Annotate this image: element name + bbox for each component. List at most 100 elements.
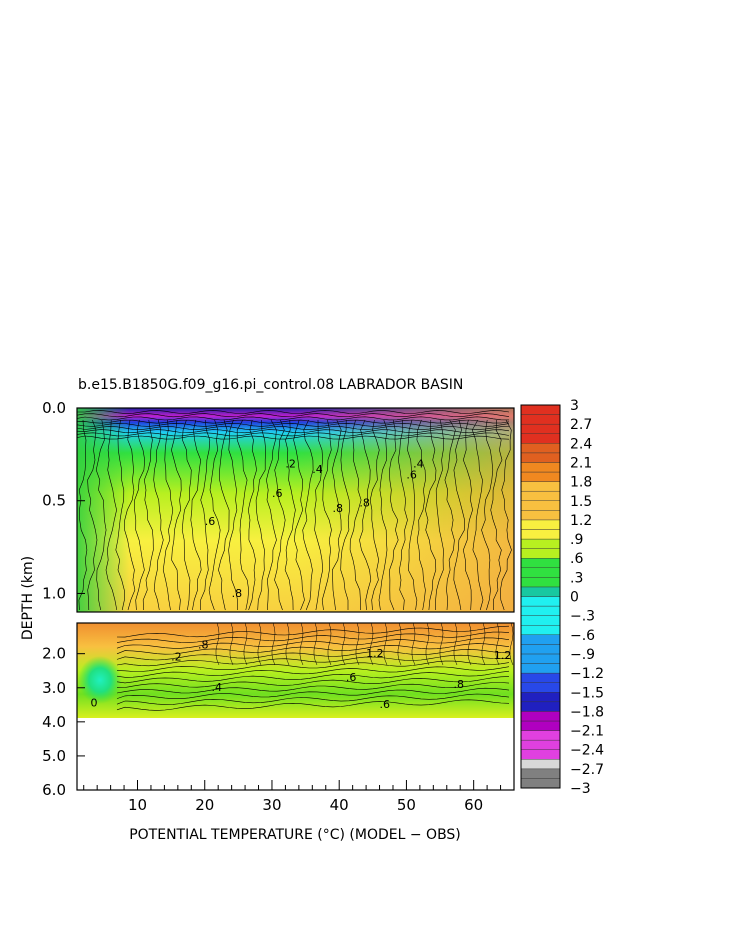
colorbar-label: 0 xyxy=(570,590,579,606)
contour-line xyxy=(444,419,456,611)
contour-line xyxy=(116,693,510,705)
contour-line xyxy=(274,419,286,611)
contour-line xyxy=(116,625,510,638)
contour-line xyxy=(229,622,234,666)
colorbar-band xyxy=(520,711,561,722)
contour-line xyxy=(116,643,510,655)
y-tick-label: 2.0 xyxy=(42,645,66,663)
contour-line xyxy=(105,419,118,611)
chart-title: b.e15.B1850G.f09_g16.pi_control.08 LABRA… xyxy=(78,377,463,393)
contour-label: .8 xyxy=(198,639,209,652)
colorbar-label: −.6 xyxy=(570,628,595,644)
contour-label: .2 xyxy=(171,650,182,663)
contour-line xyxy=(453,419,465,611)
colorbar-band xyxy=(520,558,561,568)
contour-line xyxy=(327,622,332,666)
contour-line xyxy=(285,622,290,666)
contour-line xyxy=(435,419,444,611)
colorbar-label: −1.8 xyxy=(570,704,604,720)
contour-line xyxy=(116,666,510,678)
upper-contours xyxy=(76,410,512,611)
colorbar-band xyxy=(520,567,561,578)
contour-line xyxy=(462,419,473,611)
contour-label: 1.2 xyxy=(494,649,512,662)
colorbar-frame xyxy=(520,404,561,789)
contour-line xyxy=(467,622,472,666)
contour-line xyxy=(181,419,192,611)
colorbar-band xyxy=(520,605,561,616)
colorbar-label: 1.2 xyxy=(570,513,592,529)
colorbar-band xyxy=(520,443,561,454)
colorbar-band xyxy=(520,510,561,521)
lower-panel xyxy=(76,622,515,791)
contour-line xyxy=(271,622,276,666)
upper-panel-frame xyxy=(76,407,515,613)
contour-line xyxy=(116,687,510,699)
colorbar-label: 2.1 xyxy=(570,455,592,471)
x-tick-label: 30 xyxy=(262,796,281,814)
contour-line xyxy=(190,419,202,611)
contour-line xyxy=(218,419,230,611)
contour-line xyxy=(116,649,510,661)
contour-line xyxy=(299,622,304,666)
colorbar-label: 3 xyxy=(570,398,579,414)
colorbar-band xyxy=(520,768,561,779)
colorbar-band xyxy=(520,500,561,511)
colorbar-band xyxy=(520,414,561,425)
contour-label: .6 xyxy=(346,671,357,684)
contour-line xyxy=(171,419,182,611)
y-tick-label: 6.0 xyxy=(42,781,66,799)
colorbar-band xyxy=(520,433,561,444)
contour-line xyxy=(439,622,444,666)
contour-line xyxy=(453,622,458,666)
contour-label: .6 xyxy=(272,487,283,500)
y-axis: 0.0 0.5 1.0 2.0 3.0 4.0 5.0 6.0 xyxy=(42,399,85,799)
contour-line xyxy=(425,622,430,666)
colorbar-band xyxy=(520,423,561,434)
contour-line xyxy=(481,419,494,611)
contour-line xyxy=(116,699,510,711)
contour-line xyxy=(340,419,350,610)
contour-line xyxy=(76,432,510,437)
colorbar-label: −1.2 xyxy=(570,666,604,682)
contour-line xyxy=(509,622,514,666)
colorbar-band xyxy=(520,490,561,501)
contour-line xyxy=(369,622,374,666)
contour-line xyxy=(124,419,136,611)
colorbar-band xyxy=(520,548,561,559)
contour-line xyxy=(76,422,510,427)
contour-line xyxy=(255,419,267,611)
contour-line xyxy=(397,419,408,611)
contour-line xyxy=(495,622,500,666)
colorbar-band xyxy=(520,634,561,645)
colorbar-label: .3 xyxy=(570,570,583,586)
colorbar-band xyxy=(520,692,561,703)
contour-line xyxy=(266,419,277,611)
contour-line xyxy=(314,419,324,611)
colorbar-band xyxy=(520,538,561,549)
contour-line xyxy=(383,622,388,666)
contour-line xyxy=(116,676,510,688)
contour-line xyxy=(389,419,399,611)
colorbar-band xyxy=(520,452,561,463)
contour-label: 0 xyxy=(90,697,97,710)
colorbar-label: −1.5 xyxy=(570,685,604,701)
y-tick-label: 5.0 xyxy=(42,747,66,765)
contour-line xyxy=(76,426,510,430)
contour-line xyxy=(116,631,510,643)
colorbar-label: .9 xyxy=(570,532,583,548)
lower-panel-cyan-core xyxy=(78,656,122,704)
colorbar-band xyxy=(520,586,561,597)
contour-line xyxy=(500,419,512,611)
contour-line xyxy=(116,682,510,694)
contour-line xyxy=(341,622,346,666)
contour-labels: .2.4.6.4.6.6.8.8.81.2 1.2.4.6.8.6.20.8 xyxy=(90,457,511,711)
contour-line xyxy=(369,419,380,611)
colorbar-label: 1.5 xyxy=(570,494,592,510)
colorbar-band xyxy=(520,701,561,712)
contour-line xyxy=(116,670,510,684)
upper-panel xyxy=(76,407,515,613)
contour-line xyxy=(215,622,220,666)
colorbar-band xyxy=(520,462,561,473)
contour-label: .4 xyxy=(312,463,323,476)
